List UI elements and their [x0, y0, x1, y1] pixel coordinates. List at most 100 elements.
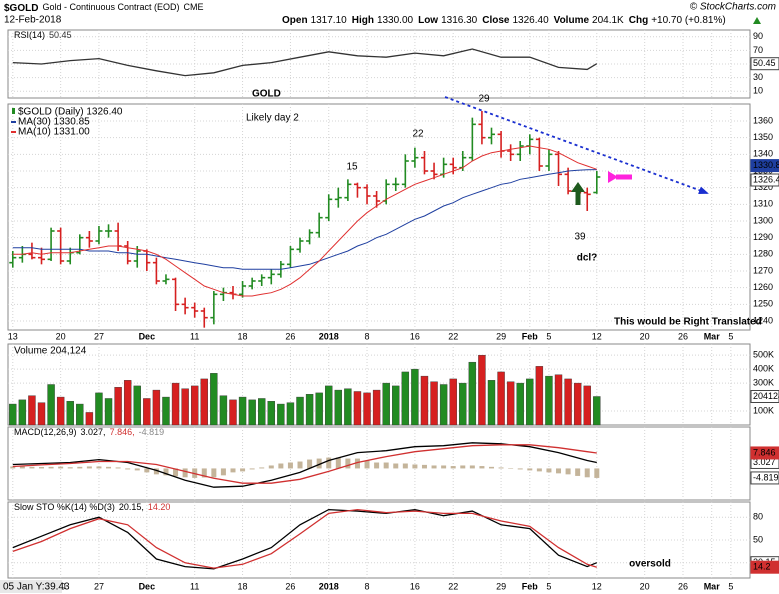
panel-title: Volume 204,124 — [14, 346, 87, 357]
macd-histogram-bar — [393, 463, 399, 469]
x-tick-label: 27 — [94, 581, 104, 591]
macd-histogram-bar — [201, 468, 207, 478]
volume-bar — [219, 395, 228, 426]
macd-histogram-bar — [144, 468, 150, 473]
x-tick-label: 20 — [640, 331, 650, 341]
legend-entry: 50.45 — [49, 30, 72, 40]
macd-histogram-bar — [19, 466, 25, 469]
macd-histogram-bar — [115, 467, 121, 469]
volume-bar — [545, 375, 553, 426]
macd-histogram-bar — [220, 468, 226, 476]
volume-bar — [258, 398, 266, 426]
volume-bar — [420, 375, 429, 426]
legend-entry: $GOLD (Daily) 1326.40 — [18, 107, 123, 118]
x-tick-label: 5 — [728, 581, 733, 591]
y-tick-label: 1270 — [753, 265, 773, 275]
macd-histogram-bar — [326, 457, 332, 469]
panel-title: MACD(12,26,9) 3.027, 7.846, -4.819 — [14, 427, 164, 437]
macd-histogram-bar — [86, 466, 92, 469]
volume-bar — [593, 396, 601, 426]
x-tick-label: Feb — [522, 331, 539, 341]
annotation: GOLD — [252, 89, 281, 100]
macd-histogram-bar — [584, 468, 590, 478]
quote-label: Close — [482, 15, 510, 26]
volume-bar — [449, 378, 457, 426]
y-tick-label: 30 — [753, 72, 763, 82]
volume-bar — [334, 389, 343, 426]
legend-entry: MA(10) 1331.00 — [18, 127, 90, 138]
x-tick-label: 16 — [410, 331, 420, 341]
quote-label: High — [352, 15, 374, 26]
macd-histogram-bar — [211, 468, 217, 478]
last-value-box — [750, 389, 779, 403]
last-value-label: 3.027 — [753, 457, 776, 467]
volume-bar — [66, 401, 74, 426]
x-tick-label: 12 — [592, 581, 602, 591]
legend-swatch — [12, 108, 15, 114]
y-tick-label: 50 — [753, 534, 763, 544]
macd-histogram-bar — [508, 468, 514, 469]
x-tick-label: 12 — [592, 331, 602, 341]
x-tick-label: 18 — [238, 331, 248, 341]
macd-histogram-bar — [153, 468, 159, 475]
y-tick-label: 1240 — [753, 315, 773, 325]
macd-histogram-bar — [441, 465, 447, 469]
y-tick-label: 1300 — [753, 215, 773, 225]
macd-histogram-bar — [163, 468, 169, 476]
volume-bar — [526, 378, 534, 426]
macd-histogram-bar — [383, 462, 389, 469]
volume-bar — [478, 354, 486, 426]
macd-histogram-bar — [517, 468, 523, 470]
x-tick-label: Mar — [704, 581, 721, 591]
volume-bar — [583, 385, 591, 426]
y-tick-label: 1290 — [753, 232, 773, 242]
last-value-box — [750, 173, 779, 187]
macd-histogram-bar — [556, 468, 562, 474]
macd-histogram-bar — [565, 468, 571, 475]
y-tick-label: 1250 — [753, 299, 773, 309]
macd-histogram-bar — [488, 466, 494, 469]
macd-histogram-bar — [77, 466, 83, 469]
macd-histogram-bar — [594, 468, 600, 478]
green-arrow — [571, 182, 585, 205]
y-tick-label: 300K — [753, 377, 774, 387]
x-tick-label: 26 — [285, 331, 295, 341]
macd-histogram-bar — [374, 462, 380, 469]
x-tick-label: 11 — [190, 581, 199, 591]
macd-histogram-bar — [48, 466, 54, 469]
macd-histogram-bar — [259, 467, 265, 469]
last-value-box — [750, 560, 779, 574]
macd-histogram-bar — [268, 465, 274, 469]
quote-value: 1330.00 — [377, 15, 414, 26]
volume-bar — [277, 403, 285, 426]
x-tick-label: 27 — [94, 331, 104, 341]
y-tick-label: 500K — [753, 350, 774, 360]
y-tick-label: 70 — [753, 45, 763, 55]
x-tick-label: Dec — [139, 581, 156, 591]
annotation: This would be Right Translated — [614, 317, 762, 328]
source: © StockCharts.com — [690, 2, 776, 13]
x-tick-label: 2018 — [319, 581, 339, 591]
volume-bar — [47, 384, 55, 426]
volume-bar — [411, 368, 419, 426]
volume-bar — [344, 388, 352, 426]
x-tick-label: 20 — [640, 581, 650, 591]
last-value-label: 7.846 — [753, 447, 776, 457]
macd-histogram-bar — [536, 468, 542, 472]
legend-entry: MA(30) 1330.85 — [18, 117, 90, 128]
volume-bar — [9, 403, 17, 426]
panel-frame — [7, 103, 751, 331]
macd-histogram-bar — [402, 463, 408, 469]
macd-histogram-bar — [450, 466, 456, 469]
macd-histogram-bar — [421, 464, 427, 469]
y-tick-label: 100K — [753, 405, 774, 415]
volume-bar — [248, 399, 256, 426]
panel-title-text: MACD(12,26,9) — [14, 427, 77, 437]
y-tick-label: 400K — [753, 364, 774, 374]
x-tick-label: 5 — [546, 581, 551, 591]
volume-bar — [459, 382, 467, 426]
indicator-line — [12, 48, 598, 77]
description: Gold - Continuous Contract (EOD) — [42, 2, 179, 12]
macd-histogram-bar — [431, 465, 437, 469]
